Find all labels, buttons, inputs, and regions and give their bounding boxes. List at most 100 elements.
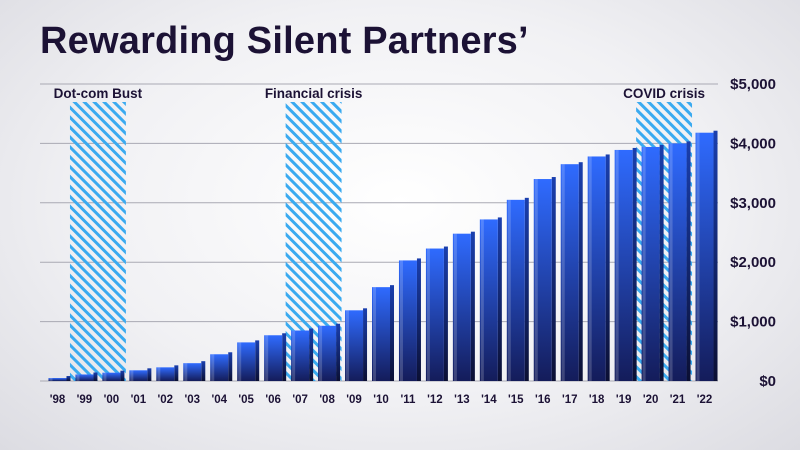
bar-highlight: [669, 143, 673, 381]
x-tick-label: '09: [346, 394, 362, 406]
bar: [345, 310, 364, 381]
bar-highlight: [319, 325, 323, 381]
bar: [264, 335, 283, 381]
x-tick-label: '14: [481, 394, 497, 406]
x-tick-label: '16: [535, 394, 551, 406]
bar: [560, 164, 579, 381]
bar-highlight: [265, 335, 269, 381]
bar-highlight: [696, 132, 700, 381]
bar-side: [632, 147, 637, 381]
bar-highlight: [184, 363, 188, 381]
bar-highlight: [561, 164, 565, 381]
bar: [102, 372, 121, 381]
x-tick-label: '06: [265, 394, 281, 406]
bar: [129, 370, 148, 381]
x-tick-label: '03: [185, 394, 201, 406]
bar-highlight: [157, 367, 161, 381]
bar-side: [363, 308, 368, 381]
bar-highlight: [453, 233, 457, 381]
bar: [425, 248, 444, 381]
bar-side: [309, 328, 314, 381]
x-tick-label: '02: [158, 394, 174, 406]
bar-side: [443, 246, 448, 381]
x-tick-label: '17: [562, 394, 578, 406]
bar-side: [686, 141, 691, 381]
period-label: Dot-com Bust: [54, 86, 143, 101]
bar: [587, 156, 606, 381]
bar-highlight: [130, 370, 134, 381]
period-annotations: Dot-com Bust Financial crisis COVID crisis: [54, 86, 705, 101]
bar-side: [228, 352, 233, 381]
x-tick-label: '99: [77, 394, 93, 406]
bar-highlight: [588, 156, 592, 381]
bar-side: [93, 372, 98, 381]
y-tick-label: $0: [759, 373, 776, 390]
bar: [48, 378, 67, 381]
x-tick-label: '11: [401, 394, 416, 406]
bar-highlight: [346, 310, 350, 381]
bar-side: [147, 368, 152, 381]
x-tick-label: '08: [319, 394, 335, 406]
bar: [614, 149, 633, 381]
bar-side: [524, 197, 529, 381]
shaded-period: [69, 102, 126, 381]
y-tick-label: $1,000: [730, 314, 776, 331]
bar: [318, 325, 337, 381]
bar-side: [201, 361, 206, 381]
bar: [291, 330, 310, 381]
bar-highlight: [211, 354, 215, 381]
x-tick-label: '18: [589, 394, 605, 406]
x-tick-label: '00: [104, 394, 120, 406]
y-tick-label: $2,000: [730, 254, 776, 271]
bar-highlight: [292, 330, 296, 381]
bar-highlight: [76, 374, 80, 381]
y-axis-ticks: $0 $1,000 $2,000 $3,000 $4,000 $5,000: [730, 76, 776, 390]
bar-side: [174, 365, 179, 381]
bar-side: [282, 333, 287, 381]
bar: [506, 199, 525, 381]
bar-side: [416, 258, 421, 381]
x-tick-label: '20: [643, 394, 659, 406]
bar-side: [659, 144, 664, 381]
bar: [183, 363, 202, 381]
bar: [695, 132, 714, 381]
bar-highlight: [373, 287, 376, 381]
bar-highlight: [507, 199, 511, 381]
x-tick-label: '15: [508, 394, 524, 406]
bar-highlight: [103, 372, 107, 381]
x-axis-ticks: '98 '99 '00 '01 '02 '03 '04 '05 '06 '07 '08 '09 '10 '…: [50, 394, 713, 406]
bar-side: [120, 370, 125, 381]
bar-side: [551, 177, 556, 381]
bar-side: [390, 285, 394, 381]
bar-side: [713, 130, 718, 381]
bars: [48, 130, 718, 381]
x-tick-label: '05: [238, 394, 254, 406]
bar: [398, 260, 417, 381]
x-tick-label: '07: [292, 394, 308, 406]
period-label: COVID crisis: [623, 86, 705, 101]
bar-side: [470, 231, 475, 381]
y-tick-label: $3,000: [730, 195, 776, 212]
x-tick-label: '12: [427, 394, 443, 406]
x-tick-label: '21: [670, 394, 686, 406]
bar-highlight: [238, 342, 242, 381]
x-tick-label: '10: [373, 394, 389, 406]
bar-highlight: [642, 146, 646, 381]
bar-side: [66, 376, 71, 381]
period-label: Financial crisis: [265, 86, 363, 101]
x-tick-label: '98: [50, 394, 66, 406]
bar-highlight: [534, 179, 538, 381]
x-tick-label: '04: [211, 394, 227, 406]
bar-side: [336, 323, 341, 381]
bar: [668, 143, 687, 381]
bar: [641, 146, 660, 381]
bar: [156, 367, 175, 381]
x-tick-label: '19: [616, 394, 632, 406]
x-tick-label: '13: [454, 394, 470, 406]
x-tick-label: '01: [131, 394, 147, 406]
bar-highlight: [615, 149, 619, 381]
bar: [75, 374, 94, 381]
bar-highlight: [426, 248, 430, 381]
y-tick-label: $5,000: [730, 76, 776, 93]
